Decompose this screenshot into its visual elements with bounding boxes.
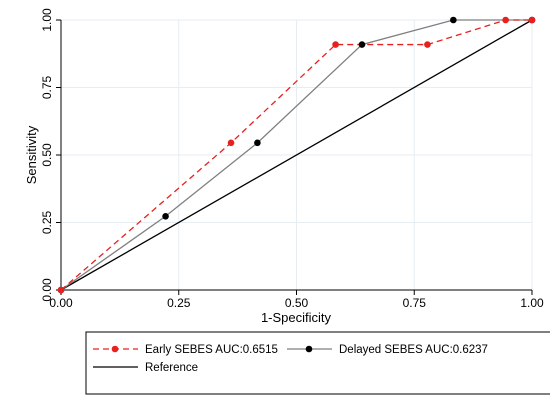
y-tick-label: 1.00 [40,8,54,32]
x-tick-label: 0.25 [167,296,191,310]
data-point [57,286,65,294]
x-axis-label: 1-Specificity [261,310,332,325]
data-point [358,41,366,48]
data-point [227,139,235,147]
legend-label: Reference [145,362,198,374]
axis-layer: 0.00 0.25 0.50 0.75 1.00 0.00 0.25 0.50 0.75 1.00 [40,8,544,310]
y-tick-label: 0.75 [40,75,54,99]
series-line [60,19,532,291]
series-line [60,19,533,291]
legend-label: Delayed SEBES AUC:0.6237 [339,344,488,356]
x-tick-label: 1.00 [520,296,544,310]
y-tick-label: 0.25 [40,210,54,234]
data-point [424,41,431,48]
data-point [162,212,169,220]
x-tick-label: 0.75 [403,296,427,310]
y-axis-label: Sensitivity [24,125,39,184]
legend: Early SEBES AUC:0.6515 Delayed SEBES AUC:… [85,331,550,395]
legend-swatch-marker [111,345,119,353]
series-line [60,19,532,291]
x-tick-label: 0.00 [49,296,73,310]
data-point [528,16,536,24]
y-tick-label: 0.50 [40,143,54,167]
data-point [502,16,509,24]
legend-swatch-marker [305,345,313,353]
series-layer [57,16,536,294]
data-point [254,139,261,147]
legend-label: Early SEBES AUC:0.6515 [145,344,278,356]
x-tick-label: 0.50 [285,296,309,310]
legend-box [85,331,550,395]
y-tick-label: 0.00 [40,278,54,302]
data-point [332,41,339,48]
data-point [450,16,457,24]
